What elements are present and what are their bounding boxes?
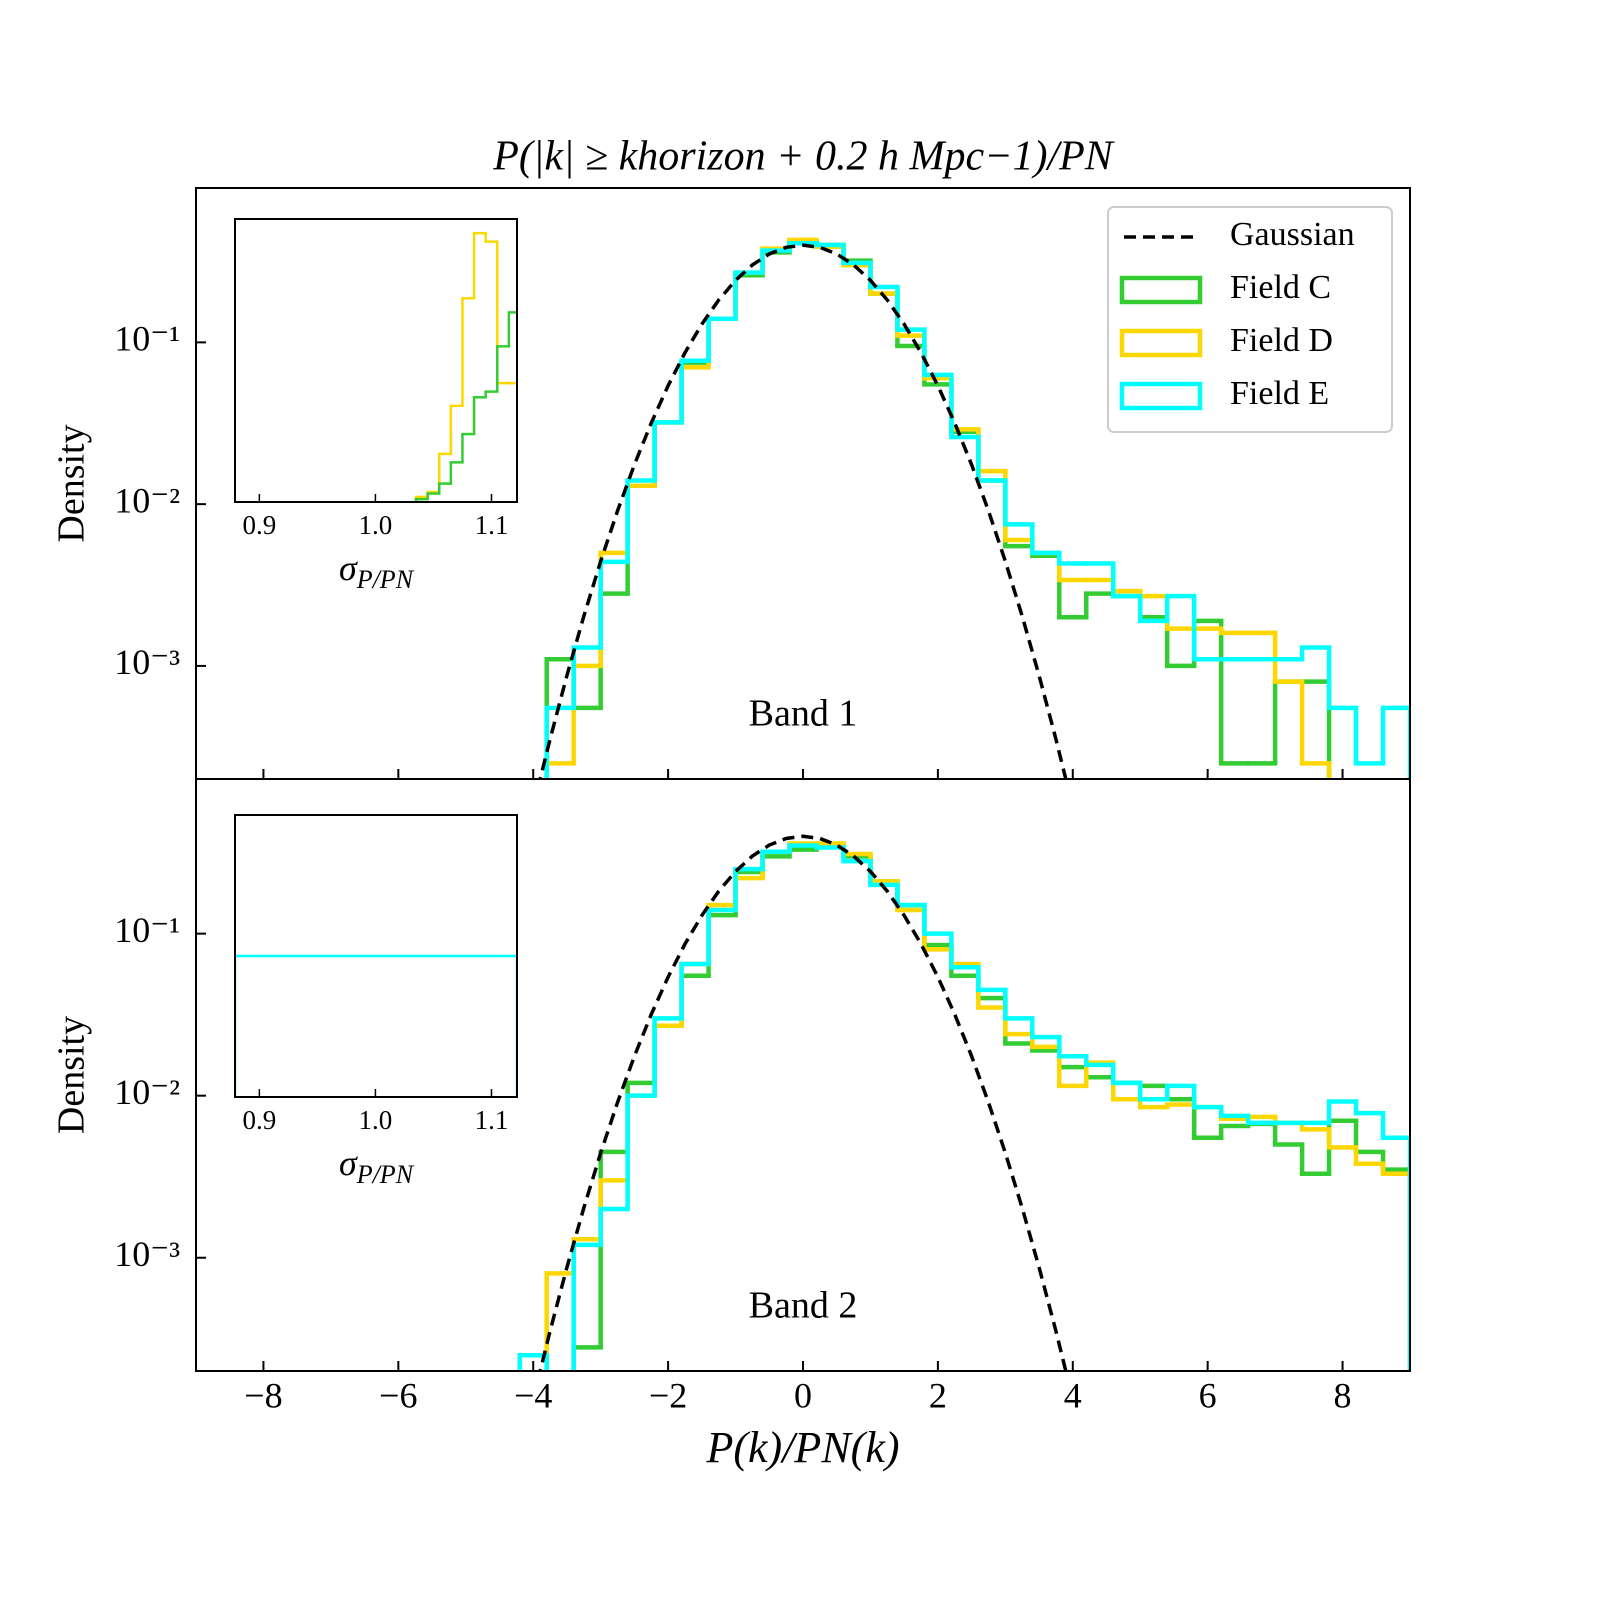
legend-box	[1107, 206, 1393, 433]
legend-label: Field C	[1230, 269, 1331, 306]
inset-x-tick-label: 1.1	[475, 1105, 509, 1135]
y-tick-label: 10⁻¹	[114, 910, 180, 950]
x-tick-label: −8	[244, 1375, 282, 1415]
inset-x-tick-label: 1.1	[475, 510, 509, 540]
x-tick-label: 8	[1334, 1375, 1352, 1415]
y-tick-label: 10⁻¹	[114, 319, 180, 359]
x-tick-label: −6	[379, 1375, 417, 1415]
inset-x-label: σP/PN	[339, 548, 415, 594]
plot-area	[538, 237, 1410, 779]
inset-plot-area	[235, 954, 517, 1097]
legend-swatch	[1119, 275, 1203, 305]
gaussian-curve	[538, 243, 1068, 779]
inset-x-tick-label: 0.9	[242, 510, 276, 540]
x-tick-label: 4	[1064, 1375, 1082, 1415]
y-axis-label: Density	[51, 1016, 93, 1134]
inset-x-label-subscript: P/PN	[356, 1160, 415, 1189]
plot-area	[517, 834, 1410, 1371]
x-tick-label: −2	[649, 1375, 687, 1415]
gaussian-curve	[538, 834, 1068, 1371]
legend-label: Field E	[1230, 375, 1329, 412]
inset-x-tick-label: 1.0	[359, 1105, 393, 1135]
inset-x-label-symbol: σ	[339, 1143, 358, 1183]
inset-x-tick-label: 0.9	[242, 1105, 276, 1135]
legend-label: Field D	[1230, 322, 1333, 359]
x-tick-label: −4	[514, 1375, 552, 1415]
x-axis-label: P(k)/PN(k)	[706, 1423, 900, 1472]
y-tick-label: 10⁻³	[114, 642, 180, 682]
inset-x-label-symbol: σ	[339, 548, 358, 588]
band-annotation: Band 1	[749, 693, 858, 735]
x-tick-label: 6	[1199, 1375, 1217, 1415]
chart-title: P(|k| ≥ khorizon + 0.2 h Mpc−1)/PN	[492, 134, 1115, 180]
y-axis-label: Density	[51, 424, 93, 542]
band-annotation: Band 2	[749, 1285, 858, 1327]
legend-label: Gaussian	[1230, 216, 1355, 253]
y-tick-label: 10⁻³	[114, 1234, 180, 1274]
y-tick-label: 10⁻²	[114, 1072, 180, 1112]
legend-swatch	[1119, 381, 1203, 411]
x-tick-label: 2	[929, 1375, 947, 1415]
inset-x-tick-label: 1.0	[359, 510, 393, 540]
x-tick-label: 0	[794, 1375, 812, 1415]
legend-swatch	[1119, 328, 1203, 358]
y-tick-label: 10⁻²	[114, 480, 180, 520]
inset-x-label: σP/PN	[339, 1143, 415, 1189]
inset-x-label-subscript: P/PN	[356, 565, 415, 594]
